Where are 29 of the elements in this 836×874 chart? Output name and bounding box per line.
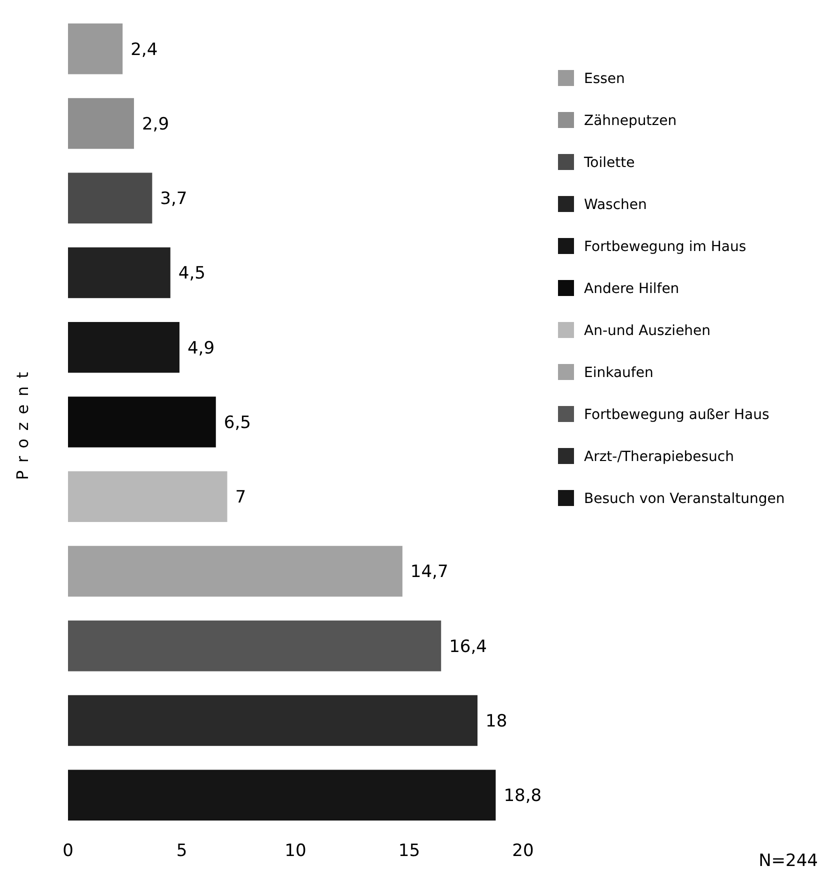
legend-label: Toilette [583, 154, 635, 171]
x-tick-label: 5 [176, 841, 188, 861]
data-label: 2,4 [130, 40, 158, 60]
x-tick-label: 15 [398, 841, 420, 861]
legend-label: Besuch von Veranstaltungen [584, 490, 785, 507]
data-label: 3,7 [160, 189, 188, 210]
data-label: 18 [486, 711, 508, 732]
legend-label: Zähneputzen [584, 112, 677, 129]
data-label: 2,9 [142, 114, 170, 134]
x-tick-label: 20 [512, 841, 534, 861]
legend-label: Fortbewegung außer Haus [584, 406, 770, 423]
data-label: 16,4 [449, 636, 487, 657]
legend-label: Essen [584, 70, 625, 87]
legend-label: Arzt-/Therapiebesuch [584, 448, 734, 465]
data-label: 6,5 [224, 412, 251, 433]
x-tick-label: 0 [62, 841, 74, 861]
legend-label: An-und Ausziehen [584, 322, 711, 339]
data-label: 18,8 [504, 786, 542, 806]
data-label: 4,5 [178, 264, 206, 284]
legend-label: Einkaufen [584, 364, 654, 381]
x-tick-label: 10 [284, 841, 306, 861]
text: N=244 [758, 851, 818, 871]
data-label: 14,7 [410, 562, 448, 582]
data-label: 4,9 [187, 338, 215, 358]
legend-label: Fortbewegung im Haus [584, 238, 746, 255]
data-label: 7 [235, 488, 246, 508]
legend-label: Waschen [584, 196, 647, 213]
y-axis-title: Prozent [13, 364, 32, 480]
legend-label: Andere Hilfen [584, 280, 680, 297]
